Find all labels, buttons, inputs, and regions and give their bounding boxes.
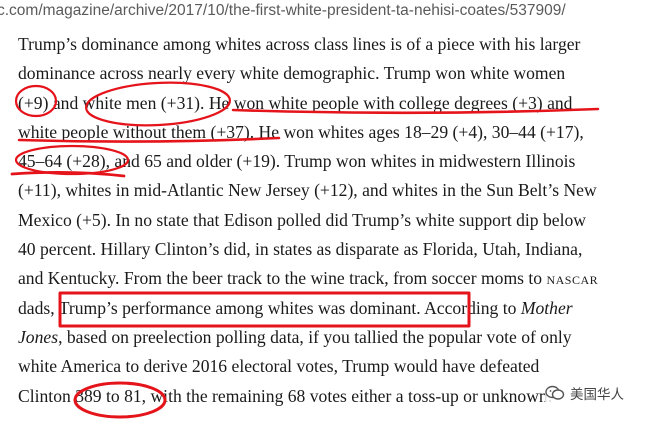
- article-text: and Kentucky. From the beer track to the…: [18, 268, 547, 289]
- italic-text: Jones: [18, 326, 59, 347]
- circled-electoral-count: 389 to 81: [75, 385, 142, 406]
- italic-text: Mother: [520, 297, 573, 318]
- article-body: Trump’s dominance among whites across cl…: [18, 30, 657, 411]
- article-line-11: Jones, based on preelection polling data…: [18, 323, 657, 352]
- article-text: , with the remaining 68 votes either a t…: [141, 385, 553, 406]
- article-line-7: Mexico (+5). In no state that Edison pol…: [18, 206, 657, 235]
- article-line-2: dominance across nearly every white demo…: [18, 59, 657, 88]
- article-text: 45–64 (+28), and 65 and older (+19). Tru…: [18, 151, 576, 172]
- article-text: 40 percent. Hillary Clinton’s did, in st…: [18, 239, 583, 260]
- article-line-4: white people without them (+37). He won …: [18, 118, 657, 147]
- article-text: According to: [420, 297, 521, 318]
- article-text: Clinton: [18, 385, 76, 406]
- article-text: dads,: [18, 297, 59, 318]
- article-line-9: and Kentucky. From the beer track to the…: [18, 264, 657, 293]
- article-text: white people without them (+37). He won …: [18, 121, 584, 142]
- article-text: (+11), whites in mid-Atlantic New Jersey…: [18, 180, 597, 201]
- article-text: Trump’s dominance among whites across cl…: [18, 34, 581, 54]
- article-line-5: 45–64 (+28), and 65 and older (+19). Tru…: [18, 147, 657, 176]
- article-line-6: (+11), whites in mid-Atlantic New Jersey…: [18, 176, 657, 205]
- address-bar[interactable]: c.com/magazine/archive/2017/10/the-first…: [0, 0, 657, 34]
- article-line-8: 40 percent. Hillary Clinton’s did, in st…: [18, 235, 657, 264]
- article-text: , based on preelection polling data, if …: [58, 326, 572, 347]
- small-caps-text: NASCAR: [546, 273, 599, 288]
- article-text: Mexico (+5). In no state that Edison pol…: [18, 209, 586, 230]
- article-text: white America to derive 2016 electoral v…: [18, 356, 540, 377]
- watermark-text: 美国华人: [570, 387, 624, 403]
- address-bar-url[interactable]: c.com/magazine/archive/2017/10/the-first…: [0, 2, 566, 19]
- article-line-12: white America to derive 2016 electoral v…: [18, 352, 657, 381]
- article-text: dominance across nearly every white demo…: [18, 63, 566, 84]
- watermark: 美国华人: [545, 380, 655, 406]
- article-line-1: Trump’s dominance among whites across cl…: [18, 30, 657, 59]
- wechat-channel-icon: [545, 385, 565, 401]
- article-text: (+9) and white men (+31). He won white p…: [18, 92, 573, 113]
- article-line-3: (+9) and white men (+31). He won white p…: [18, 89, 657, 118]
- boxed-highlight-text: Trump’s performance among whites was dom…: [58, 297, 421, 318]
- article-line-10: dads, Trump’s performance among whites w…: [18, 294, 657, 323]
